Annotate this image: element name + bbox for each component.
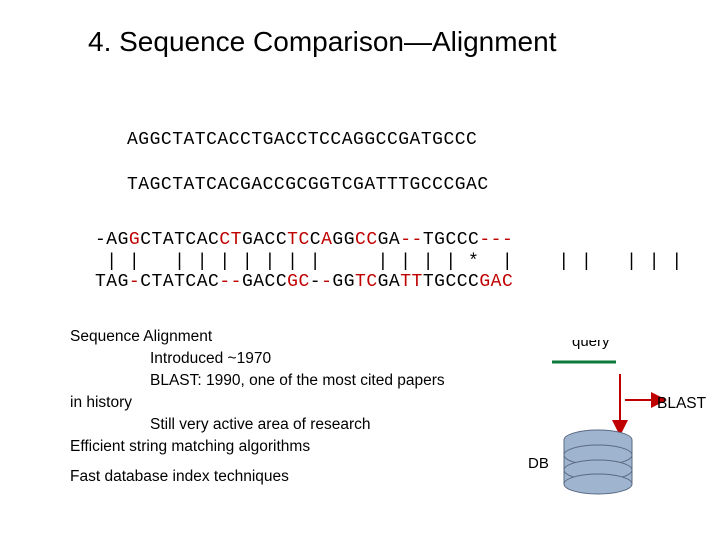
spacer — [70, 458, 500, 466]
aln1-seg: GACC — [242, 230, 287, 250]
aln1-seg-red: A — [321, 230, 332, 250]
aln1-seg: GA — [378, 230, 401, 250]
aln1-seg-red: G — [129, 230, 140, 250]
body-line: Efficient string matching algorithms — [70, 436, 500, 458]
diagram-svg: query DB — [520, 340, 720, 510]
body-text: Sequence Alignment Introduced ~1970 BLAS… — [70, 326, 500, 488]
aln2-seg: - — [310, 272, 321, 292]
slide: 4. Sequence Comparison—Alignment AGGCTAT… — [0, 0, 720, 540]
slide-title: 4. Sequence Comparison—Alignment — [88, 26, 556, 58]
body-line: Sequence Alignment — [70, 326, 500, 348]
body-line: Still very active area of research — [70, 414, 500, 436]
aln2-seg-red: - — [321, 272, 332, 292]
aln2-seg-red: -- — [219, 272, 242, 292]
aln2-seg: TGCCC — [423, 272, 480, 292]
aln1-seg: GG — [332, 230, 355, 250]
alignment-ticks: | | | | | | | | | | | | | * | | | | | | … — [95, 252, 720, 272]
aln2-seg: GACC — [242, 272, 287, 292]
aln2-seg: GG — [332, 272, 355, 292]
aln1-seg: CTATCAC — [140, 230, 219, 250]
aln2-seg-red: GC — [287, 272, 310, 292]
aln1-seg-red: -- — [400, 230, 423, 250]
blast-diagram: query DB — [520, 340, 720, 510]
blast-label: BLAST — [657, 395, 706, 413]
alignment-row-2: TAG-CTATCAC--GACCGC--GGTCGATTTGCCCGAC — [95, 272, 513, 292]
query-label: query — [572, 340, 610, 350]
aln1-seg-red: CC — [355, 230, 378, 250]
aln2-seg-red: TT — [400, 272, 423, 292]
body-line: Fast database index techniques — [70, 466, 500, 488]
aln1-seg: -AG — [95, 230, 129, 250]
alignment-row-1: -AGGCTATCACCTGACCTCCAGGCCGA--TGCCC--- — [95, 230, 513, 250]
aln2-seg: CTATCAC — [140, 272, 219, 292]
aln1-seg-red: CT — [219, 230, 242, 250]
aln2-seg-red: GAC — [479, 272, 513, 292]
body-line: in history — [70, 392, 500, 414]
body-line: BLAST: 1990, one of the most cited paper… — [70, 370, 500, 392]
aln2-seg: GA — [378, 272, 401, 292]
aln2-seg-red: TC — [355, 272, 378, 292]
aln1-seg-red: --- — [479, 230, 513, 250]
body-line: Introduced ~1970 — [70, 348, 500, 370]
sequence-1: AGGCTATCACCTGACCTCCAGGCCGATGCCC — [127, 130, 477, 150]
aln2-seg-red: - — [129, 272, 140, 292]
aln1-seg: TGCCC — [423, 230, 480, 250]
database-icon — [564, 430, 632, 494]
sequence-2: TAGCTATCACGACCGCGGTCGATTTGCCCGAC — [127, 175, 489, 195]
aln2-seg: TAG — [95, 272, 129, 292]
aln1-seg: C — [310, 230, 321, 250]
db-label: DB — [528, 455, 549, 472]
aln1-seg-red: TC — [287, 230, 310, 250]
